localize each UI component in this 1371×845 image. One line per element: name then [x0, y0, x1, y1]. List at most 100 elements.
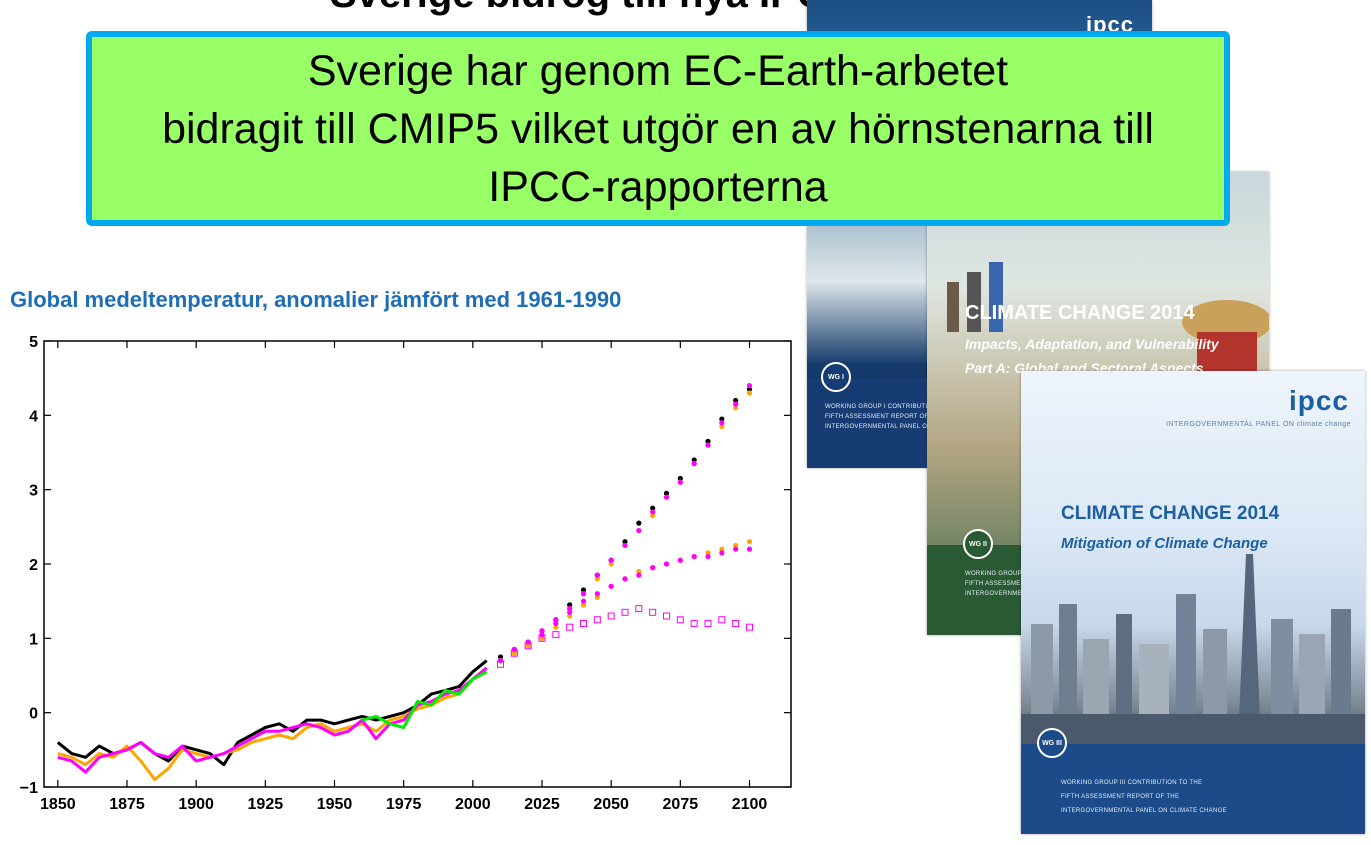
series-square-9 [718, 616, 726, 624]
series-point-8 [719, 550, 725, 556]
series-square-9 [746, 623, 753, 631]
series-point-7 [580, 602, 587, 608]
series-point-4 [650, 505, 656, 511]
ipcc-tagline: INTERGOVERNMENTAL PANEL ON climate chang… [1165, 421, 1351, 428]
series-square-9 [635, 605, 643, 613]
series-point-5 [746, 390, 753, 396]
series-point-5 [608, 561, 614, 567]
x-tick-label: 2100 [732, 796, 768, 813]
wg2-cover-subtitle-1: Impacts, Adaptation, and Vulnerability [965, 336, 1219, 352]
wg3-badge: WG III [1037, 728, 1067, 758]
wg3-band-line-2: FIFTH ASSESSMENT REPORT OF THE [1061, 794, 1180, 800]
series-square-9 [621, 608, 629, 616]
series-point-8 [539, 632, 545, 638]
series-point-6 [691, 461, 697, 467]
series-square-9 [649, 608, 657, 616]
series-point-7 [525, 643, 531, 649]
series-point-4 [733, 397, 739, 404]
x-tick-label: 1900 [178, 796, 214, 813]
series-point-6 [719, 420, 725, 426]
y-tick-label: 2 [29, 557, 38, 574]
series-square-9 [593, 616, 601, 624]
wg1-band-line-1: WORKING GROUP I CONTRIBUTION TO THE [825, 404, 963, 410]
x-tick-label: 2000 [455, 796, 491, 813]
x-tick-label: 1950 [317, 796, 353, 813]
x-tick-label: 2025 [524, 796, 560, 813]
series-point-6 [567, 606, 573, 612]
series-point-6 [622, 542, 628, 549]
series-point-6 [580, 591, 587, 597]
y-tick-label: 3 [29, 483, 38, 500]
series-point-8 [733, 546, 739, 552]
series-square-9 [704, 619, 712, 627]
series-point-8 [594, 591, 600, 597]
wg2-badge: WG II [963, 529, 993, 559]
y-tick-label: 1 [29, 631, 38, 648]
y-tick-label: 0 [29, 706, 38, 723]
series-point-6 [553, 617, 559, 623]
y-tick-label: −1 [20, 780, 38, 797]
series-point-6 [663, 494, 670, 500]
series-point-4 [622, 539, 628, 545]
series-square-9 [524, 642, 532, 650]
wg3-cover-title: CLIMATE CHANGE 2014 [1061, 503, 1280, 524]
series-point-8 [746, 546, 753, 552]
cover-band-wg3: WG III WORKING GROUP III CONTRIBUTION TO… [1021, 728, 1365, 834]
series-point-7 [733, 542, 739, 549]
x-tick-label: 1850 [40, 796, 76, 813]
series-point-8 [608, 583, 614, 589]
chart-title: Global medeltemperatur, anomalier jämför… [10, 287, 622, 312]
series-point-6 [608, 557, 614, 563]
series-point-4 [567, 602, 573, 608]
wg1-band-line-2: FIFTH ASSESSMENT REPORT OF THE [825, 414, 944, 420]
series-point-4 [746, 386, 753, 392]
series-point-4 [636, 520, 642, 526]
series-square-9 [607, 612, 615, 620]
x-tick-label: 1875 [109, 796, 145, 813]
series-point-4 [663, 490, 670, 496]
series-point-4 [677, 475, 683, 482]
wg1-badge: WG I [821, 362, 851, 392]
series-point-6 [650, 509, 656, 515]
series-square-9 [552, 631, 560, 639]
series-square-9 [676, 616, 684, 624]
y-tick-label: 4 [29, 408, 38, 425]
series-point-7 [636, 568, 642, 575]
callout-line-2: bidragit till CMIP5 vilket utgör en av h… [162, 104, 1154, 153]
series-point-5 [650, 513, 656, 519]
wg2-cover-title: CLIMATE CHANGE 2014 [965, 302, 1195, 324]
series-point-8 [650, 565, 656, 571]
wg3-city-skyline-image [1021, 554, 1365, 744]
series-point-7 [553, 624, 559, 630]
wg3-band-line-1: WORKING GROUP III CONTRIBUTION TO THE [1061, 780, 1203, 786]
series-square-9 [566, 623, 574, 631]
series-point-6 [594, 572, 600, 578]
wg3-band-line-3: INTERGOVERNMENTAL PANEL ON CLIMATE CHANG… [1061, 808, 1227, 814]
series-point-8 [705, 553, 711, 560]
x-tick-label: 1975 [386, 796, 422, 813]
series-point-5 [733, 405, 739, 411]
series-square-9 [732, 619, 740, 627]
callout-line-3: IPCC-rapporterna [488, 162, 828, 211]
series-point-7 [567, 613, 573, 619]
series-point-8 [636, 572, 642, 578]
series-square-9 [690, 619, 698, 627]
series-point-8 [567, 609, 573, 615]
x-tick-label: 2050 [593, 796, 629, 813]
ipcc-logo-wg3: ipcc [1288, 385, 1349, 416]
series-point-8 [497, 658, 504, 664]
series-point-8 [525, 639, 531, 645]
series-point-4 [497, 654, 504, 660]
series-point-8 [663, 561, 670, 567]
series-square-9 [663, 612, 670, 620]
callout-box: Sverige har genom EC-Earth-arbetet bidra… [86, 31, 1230, 226]
series-point-8 [580, 598, 587, 604]
series-square-9 [497, 660, 504, 668]
series-point-6 [733, 401, 739, 407]
series-point-5 [594, 576, 600, 582]
y-tick-label: 5 [29, 334, 38, 351]
series-point-7 [511, 650, 517, 656]
plot-frame [43, 340, 792, 788]
series-square-9 [538, 634, 546, 642]
x-tick-label: 2075 [663, 796, 699, 813]
